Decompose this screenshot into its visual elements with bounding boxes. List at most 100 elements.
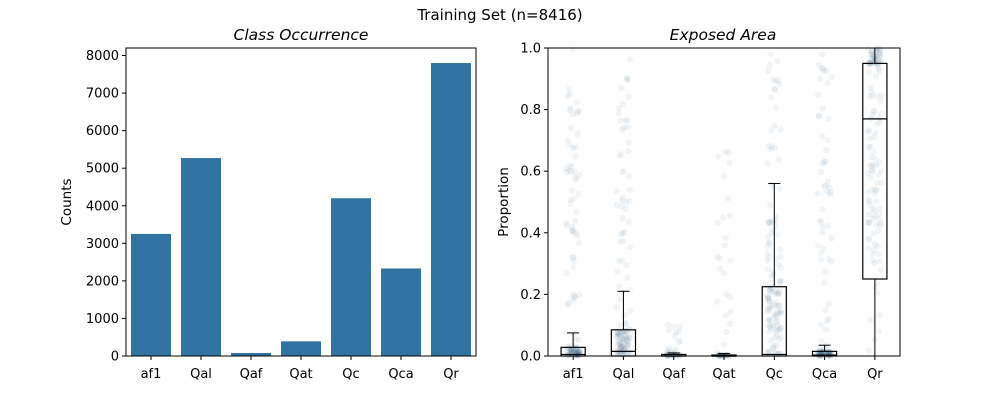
strip-point-af1	[568, 348, 575, 356]
strip-point-af1	[572, 335, 580, 343]
strip-point-af1	[564, 137, 571, 144]
strip-point-Qr	[870, 247, 878, 254]
strip-point-Qal	[618, 202, 626, 210]
strip-point-Qc	[766, 219, 774, 227]
strip-point-Qal	[619, 194, 626, 201]
strip-point-Qca	[817, 321, 825, 329]
strip-point-Qr	[876, 215, 883, 223]
strip-point-Qr	[873, 198, 880, 205]
bar-Qc	[331, 198, 371, 356]
strip-point-Qc	[775, 290, 782, 298]
class-occurrence-chart: Class Occurrence Counts 0 1000 2000 3000 400…	[59, 26, 477, 382]
strip-point-Qr	[866, 143, 873, 151]
strip-point-Qr	[877, 266, 885, 273]
strip-point-Qc	[773, 310, 781, 317]
strip-point-Qc	[775, 302, 783, 309]
strip-point-Qat	[722, 148, 729, 156]
strip-point-Qaf	[671, 346, 679, 354]
strip-point-Qca	[828, 235, 835, 242]
strip-point-Qal	[623, 198, 630, 206]
left-y-tick-label: 4000	[86, 199, 119, 214]
strip-point-Qal	[625, 93, 632, 101]
strip-point-af1	[569, 46, 577, 53]
strip-point-Qr	[871, 107, 878, 115]
strip-point-af1	[569, 145, 577, 152]
strip-point-af1	[569, 254, 577, 261]
strip-point-Qc	[766, 298, 773, 305]
strip-point-Qc	[777, 324, 784, 331]
right-x-tick-label: af1	[563, 367, 584, 382]
strip-point-Qat	[714, 219, 722, 227]
strip-point-Qr	[867, 316, 874, 323]
strip-point-Qr	[865, 211, 873, 218]
strip-point-Qc	[773, 313, 780, 320]
strip-point-Qal	[622, 205, 629, 213]
strip-point-Qc	[764, 233, 772, 240]
strip-point-Qal	[614, 330, 622, 338]
strip-point-Qal	[615, 109, 622, 117]
strip-point-Qal	[615, 257, 622, 265]
strip-point-Qca	[825, 301, 832, 308]
strip-point-Qc	[775, 156, 783, 163]
strip-point-Qat	[723, 328, 730, 336]
strip-point-af1	[574, 232, 581, 239]
strip-point-Qc	[775, 326, 782, 334]
strip-point-Qca	[821, 183, 828, 190]
left-x-tick-label: af1	[141, 367, 162, 382]
strip-point-Qal	[626, 352, 634, 359]
strip-point-Qca	[823, 188, 831, 196]
strip-point-Qr	[876, 119, 883, 126]
strip-point-Qc	[774, 261, 782, 268]
strip-point-Qr	[876, 221, 884, 229]
strip-point-Qc	[769, 344, 777, 351]
right-plot-frame	[547, 47, 901, 357]
strip-point-Qr	[864, 128, 872, 136]
strip-point-af1	[569, 349, 576, 356]
strip-point-Qca	[826, 184, 833, 192]
strip-point-Qc	[765, 295, 772, 303]
strip-point-Qc	[766, 219, 774, 226]
strip-point-af1	[574, 107, 581, 114]
strip-point-Qr	[866, 144, 874, 151]
strip-point-Qr	[866, 219, 873, 227]
strip-point-Qal	[620, 124, 628, 131]
strip-point-Qal	[622, 117, 629, 124]
strip-point-af1	[575, 348, 583, 356]
strip-point-Qc	[768, 143, 776, 150]
strip-point-af1	[571, 168, 579, 175]
strip-point-Qr	[866, 135, 873, 142]
strip-point-Qca	[827, 188, 834, 196]
left-x-tick-label: Qat	[289, 367, 312, 382]
strip-point-Qat	[722, 312, 729, 319]
strip-point-Qal	[626, 243, 634, 251]
strip-point-Qr	[865, 127, 873, 134]
strip-point-Qr	[870, 230, 877, 237]
strip-point-Qca	[818, 168, 825, 176]
strip-point-Qal	[618, 343, 626, 351]
strip-point-Qal	[620, 344, 627, 352]
strip-point-af1	[576, 348, 583, 355]
strip-point-Qc	[768, 94, 775, 101]
strip-point-af1	[567, 167, 575, 175]
box-iqr	[862, 62, 888, 280]
strip-point-Qc	[770, 268, 777, 275]
strip-point-Qat	[726, 159, 733, 167]
strip-point-Qc	[770, 227, 777, 235]
strip-point-Qr	[871, 207, 878, 214]
strip-point-af1	[566, 350, 574, 357]
strip-point-Qr	[870, 215, 877, 222]
strip-point-Qca	[817, 218, 825, 226]
strip-point-Qal	[614, 333, 622, 340]
strip-point-af1	[565, 86, 572, 93]
strip-point-Qr	[868, 251, 876, 258]
strip-point-Qc	[776, 246, 784, 253]
strip-point-Qal	[622, 333, 629, 340]
strip-point-Qr	[875, 210, 882, 217]
strip-point-Qc	[771, 290, 778, 297]
strip-point-Qca	[819, 160, 826, 167]
strip-point-Qal	[622, 335, 630, 343]
strip-point-Qat	[719, 214, 727, 221]
strip-point-Qca	[816, 347, 823, 354]
strip-point-Qal	[619, 339, 626, 346]
left-x-tick-label: Qca	[388, 367, 413, 382]
